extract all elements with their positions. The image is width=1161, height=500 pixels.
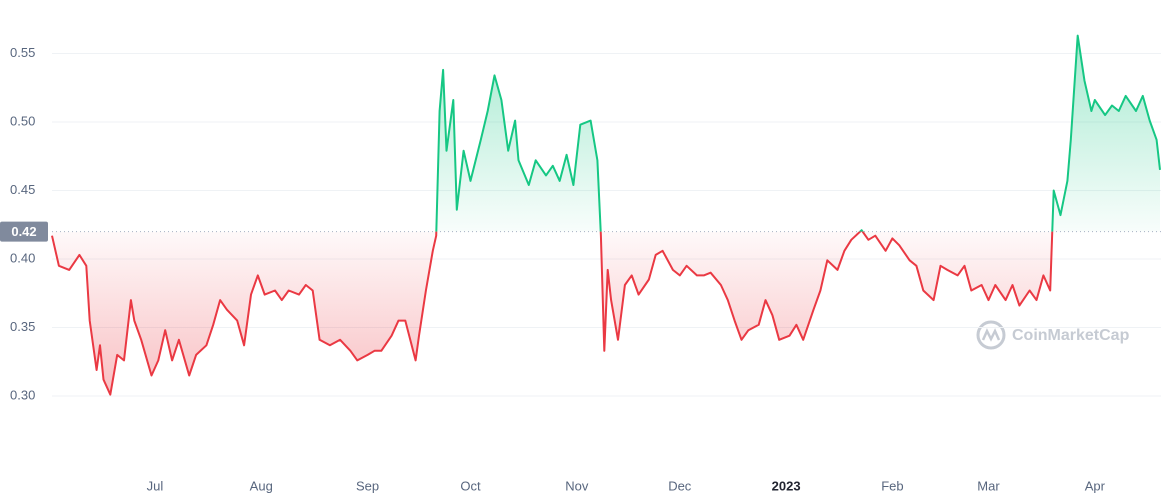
y-tick-label: 0.35 [10, 319, 35, 334]
x-tick-label: Mar [977, 478, 1000, 493]
x-tick-label: Apr [1085, 478, 1106, 493]
x-tick-label: Aug [250, 478, 273, 493]
x-tick-label: 2023 [772, 478, 801, 493]
price-line-above [435, 34, 1161, 232]
x-tick-label: Nov [565, 478, 589, 493]
area-below [52, 231, 1053, 395]
baseline-label: 0.42 [11, 224, 36, 239]
y-tick-label: 0.55 [10, 45, 35, 60]
y-tick-label: 0.30 [10, 387, 35, 402]
y-tick-label: 0.45 [10, 182, 35, 197]
y-tick-label: 0.40 [10, 250, 35, 265]
x-tick-label: Jul [147, 478, 164, 493]
price-line-below [51, 231, 1054, 396]
x-tick-label: Feb [881, 478, 903, 493]
y-tick-label: 0.50 [10, 113, 35, 128]
watermark: CoinMarketCap [1012, 327, 1130, 344]
x-tick-label: Dec [668, 478, 692, 493]
x-tick-label: Oct [460, 478, 481, 493]
area-above [52, 35, 1160, 232]
watermark-logo [976, 320, 1006, 350]
x-tick-label: Sep [356, 478, 379, 493]
baseline-label-box [0, 221, 48, 242]
